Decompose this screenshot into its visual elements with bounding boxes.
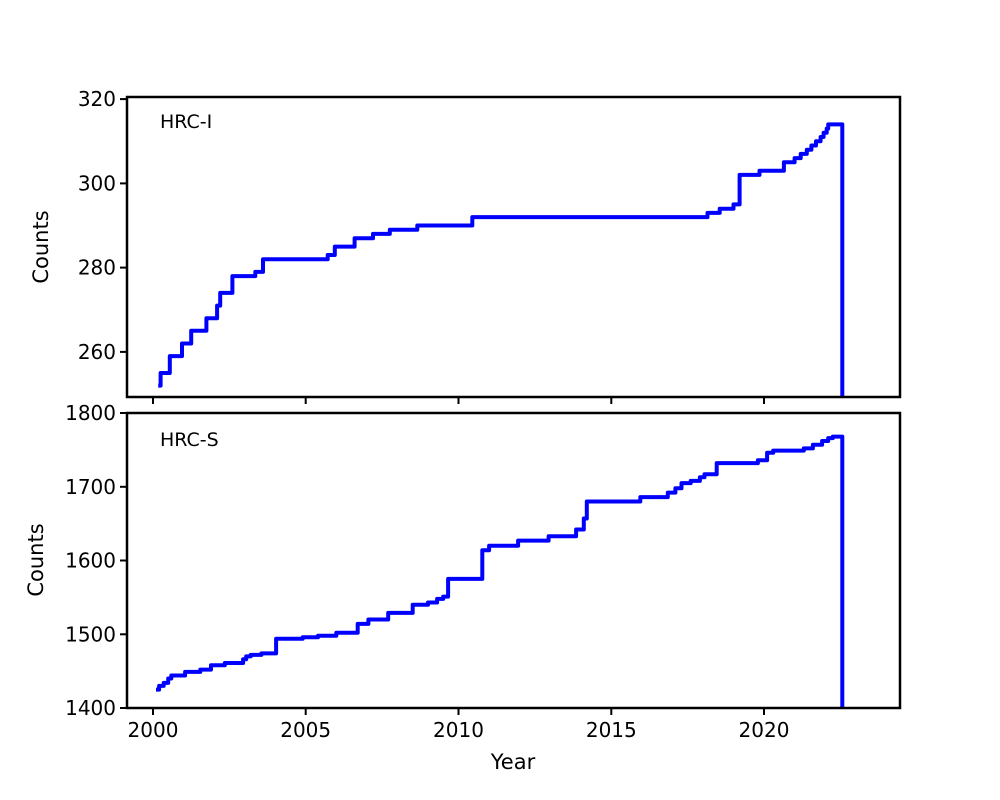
- y-tick-label: 1500: [65, 622, 116, 646]
- y-tick-label: 320: [78, 87, 116, 111]
- series-hrc-i-line: [158, 122, 845, 397]
- x-tick-label: 2020: [739, 718, 790, 742]
- x-tick-label: 2010: [433, 718, 484, 742]
- subplot-hrc-i: 260 280 300 320: [78, 87, 902, 404]
- axes-frame: [125, 95, 902, 399]
- panel-label-hrc-s: HRC-S: [160, 429, 219, 451]
- x-tick-label: 2015: [586, 718, 637, 742]
- y-tick-label: 300: [78, 171, 116, 195]
- y-tick-label: 1700: [65, 475, 116, 499]
- y-axis-label-bottom: Counts: [24, 523, 48, 596]
- series-hrc-s-line: [156, 434, 845, 708]
- y-tick-label: 1400: [65, 696, 116, 720]
- y-axis-label-top: Counts: [29, 210, 53, 283]
- x-tick-label: 2000: [128, 718, 179, 742]
- panel-label-hrc-i: HRC-I: [160, 111, 212, 133]
- x-tick-label: 2005: [280, 718, 331, 742]
- y-tick-label: 280: [78, 256, 116, 280]
- axes-frame: [125, 411, 902, 710]
- subplot-hrc-s: 1400 1500 1600 1700 1800 2000 2005 2010 2015 2020: [65, 401, 902, 742]
- y-tick-label: 1600: [65, 549, 116, 573]
- y-tick-label: 1800: [65, 401, 116, 425]
- y-tick-label: 260: [78, 340, 116, 364]
- x-axis-label: Year: [490, 750, 536, 774]
